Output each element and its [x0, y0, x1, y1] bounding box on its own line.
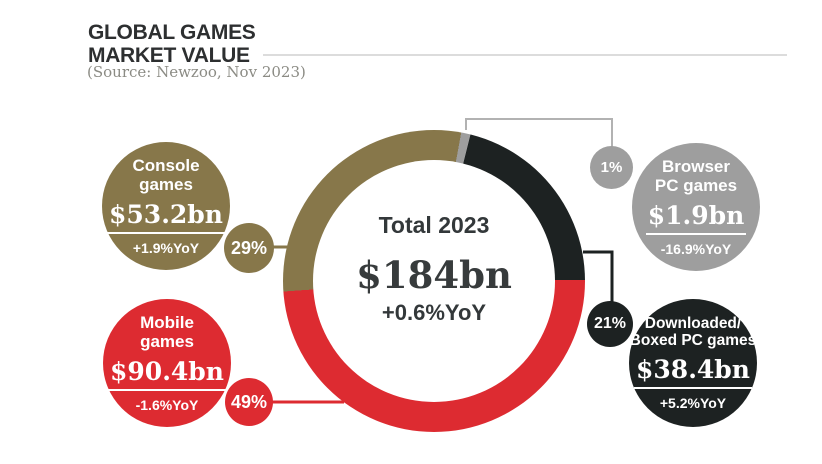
connector-browser: [465, 118, 613, 147]
bubble-console-games: Console games $53.2bn +1.9%YoY: [102, 142, 230, 270]
bubble-browser-name: Browser PC games: [655, 157, 737, 195]
bubble-console-name: Console games: [132, 156, 199, 194]
share-chip-console: 29%: [224, 223, 274, 273]
donut-hole: [313, 160, 555, 402]
connector-boxed: [583, 250, 614, 303]
bubble-boxed-yoy: +5.2%YoY: [659, 395, 727, 412]
bubble-mobile-value: $90.4bn: [108, 357, 226, 392]
bubble-mobile-name-line1: Mobile: [140, 312, 194, 332]
total-value: $184bn: [356, 253, 512, 297]
bubble-mobile-yoy: -1.6%YoY: [135, 397, 199, 414]
bubble-boxed-pc-games: Downloaded/ Boxed PC games $38.4bn +5.2%…: [629, 299, 757, 427]
bubble-boxed-name: Downloaded/ Boxed PC games: [630, 315, 757, 350]
header-divider-line: [263, 54, 787, 56]
page-title-line1: GLOBAL GAMES: [88, 21, 256, 44]
page-title-line2: MARKET VALUE: [88, 44, 250, 67]
total-label: Total 2023: [378, 212, 490, 238]
bubble-browser-pc-games: Browser PC games $1.9bn -16.9%YoY: [632, 143, 760, 271]
bubble-mobile-name: Mobile games: [140, 313, 194, 351]
bubble-console-value: $53.2bn: [107, 200, 225, 235]
bubble-console-name-line2: games: [139, 175, 193, 194]
bubble-browser-value: $1.9bn: [645, 201, 747, 236]
bubble-boxed-name-line2: Boxed PC games: [629, 332, 757, 349]
bubble-console-name-line1: Console: [132, 155, 200, 175]
bubble-boxed-name-line1: Downloaded/: [644, 314, 742, 332]
share-chip-mobile: 49%: [225, 378, 273, 426]
bubble-browser-name-line1: Browser: [661, 156, 730, 176]
bubble-mobile-name-line2: games: [140, 332, 194, 351]
bubble-mobile-games: Mobile games $90.4bn -1.6%YoY: [103, 299, 231, 427]
bubble-browser-name-line2: PC games: [654, 176, 738, 195]
donut-chart: Total 2023 $184bn +0.6%YoY: [283, 130, 585, 432]
source-note: (Source: Newzoo, Nov 2023): [87, 63, 306, 81]
share-chip-boxed: 21%: [587, 301, 633, 347]
bubble-console-yoy: +1.9%YoY: [132, 240, 200, 257]
bubble-boxed-value: $38.4bn: [634, 355, 752, 390]
page-title: GLOBAL GAMES MARKET VALUE: [88, 21, 256, 67]
share-chip-browser: 1%: [590, 146, 633, 189]
donut-center-text: Total 2023 $184bn +0.6%YoY: [283, 212, 585, 326]
bubble-browser-yoy: -16.9%YoY: [660, 241, 732, 258]
total-yoy: +0.6%YoY: [381, 300, 487, 325]
